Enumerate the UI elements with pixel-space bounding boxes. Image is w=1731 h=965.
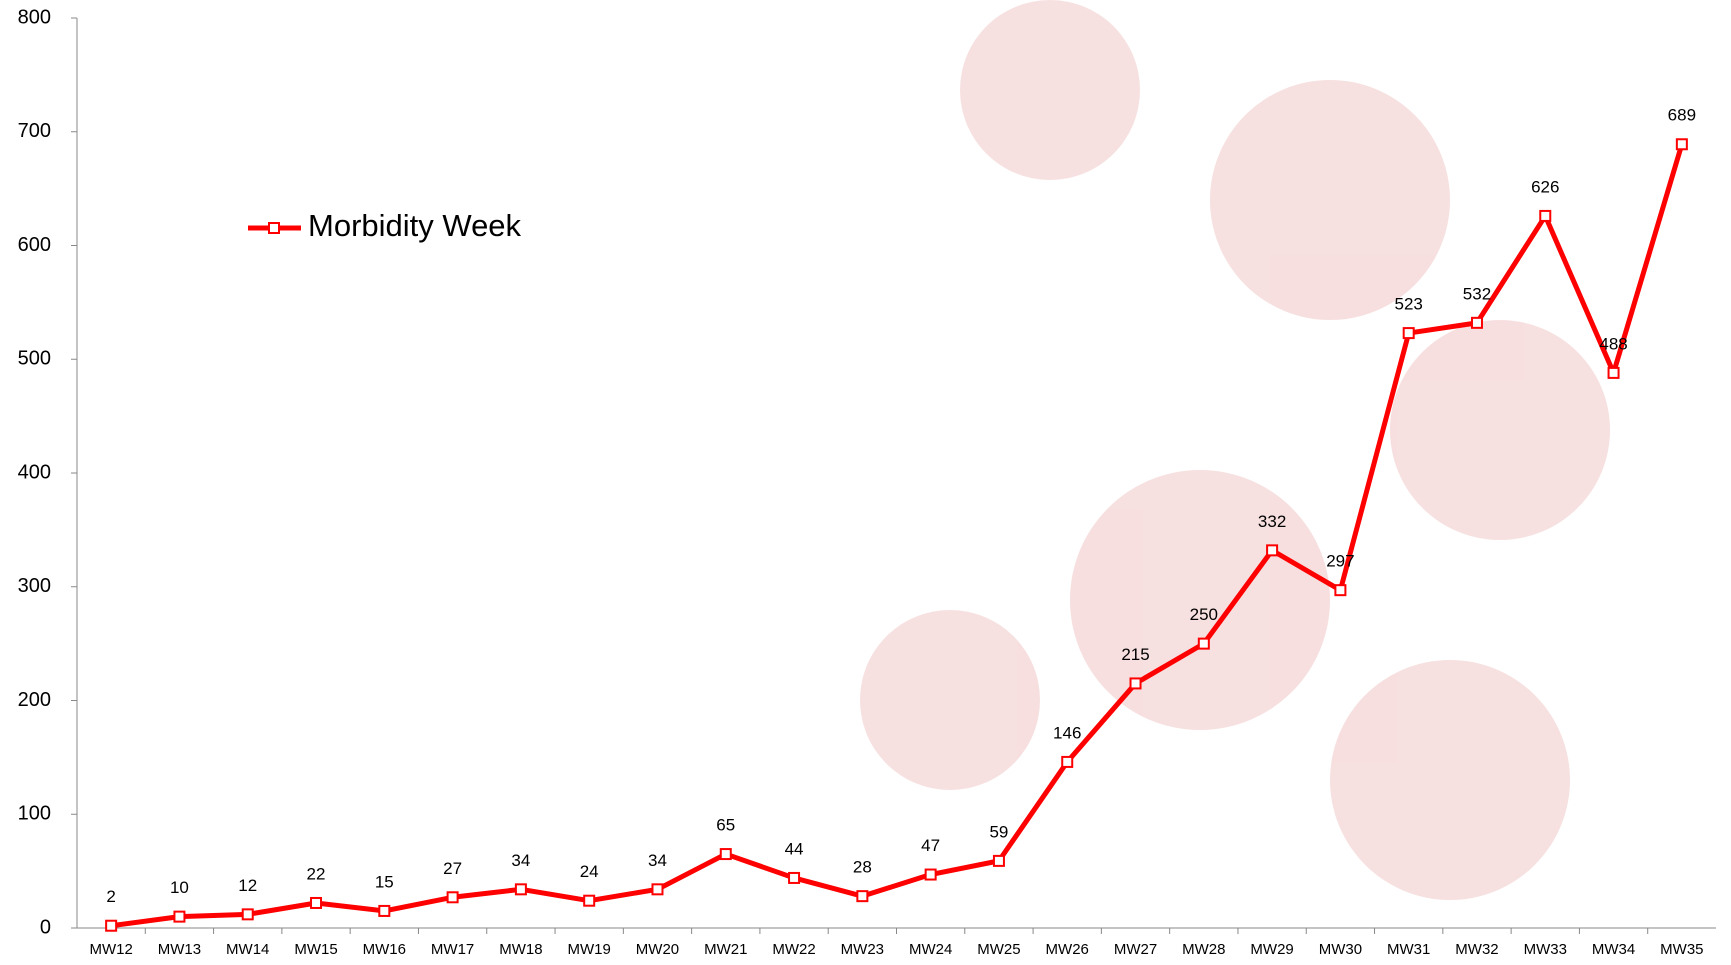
- y-tick-label: 100: [18, 803, 51, 825]
- x-tick-label: MW26: [1046, 941, 1089, 958]
- marker: [1334, 584, 1347, 597]
- x-tick-label: MW31: [1387, 941, 1430, 958]
- marker: [583, 894, 596, 907]
- legend-label: Morbidity Week: [308, 208, 522, 243]
- y-tick-label: 400: [18, 461, 51, 483]
- x-tick-label: MW20: [636, 941, 679, 958]
- data-label: 297: [1326, 552, 1354, 571]
- marker: [1129, 677, 1142, 690]
- background-decoration: [860, 0, 1610, 900]
- y-tick-label: 0: [40, 916, 51, 938]
- x-tick-label: MW13: [158, 941, 201, 958]
- data-label: 2: [106, 887, 115, 906]
- x-tick-label: MW27: [1114, 941, 1157, 958]
- x-tick-label: MW16: [363, 941, 406, 958]
- data-label: 488: [1599, 334, 1627, 353]
- data-label: 626: [1531, 177, 1559, 196]
- x-tick-label: MW19: [568, 941, 611, 958]
- x-tick-label: MW14: [226, 941, 269, 958]
- x-tick-label: MW28: [1182, 941, 1225, 958]
- data-label: 44: [785, 839, 804, 858]
- marker: [1470, 316, 1483, 329]
- data-label: 59: [989, 822, 1008, 841]
- x-tick-label: MW25: [977, 941, 1020, 958]
- marker: [1061, 755, 1074, 768]
- marker: [719, 848, 732, 861]
- data-label: 34: [511, 851, 530, 870]
- x-tick-label: MW17: [431, 941, 474, 958]
- data-label: 22: [307, 864, 326, 883]
- data-label: 28: [853, 858, 872, 877]
- x-tick-label: MW15: [294, 941, 337, 958]
- marker: [1607, 366, 1620, 379]
- marker: [1539, 209, 1552, 222]
- marker: [105, 919, 118, 932]
- x-tick-label: MW32: [1455, 941, 1498, 958]
- data-label: 332: [1258, 512, 1286, 531]
- marker: [1197, 637, 1210, 650]
- y-tick-label: 200: [18, 689, 51, 711]
- y-tick-label: 700: [18, 120, 51, 142]
- data-label: 10: [170, 878, 189, 897]
- marker: [1402, 327, 1415, 340]
- x-tick-label: MW21: [704, 941, 747, 958]
- x-tick-label: MW33: [1524, 941, 1567, 958]
- y-tick-label: 500: [18, 348, 51, 370]
- marker: [924, 868, 937, 881]
- marker: [173, 910, 186, 923]
- marker: [992, 854, 1005, 867]
- y-tick-label: 600: [18, 234, 51, 256]
- data-label: 689: [1668, 106, 1696, 125]
- data-label: 47: [921, 836, 940, 855]
- x-tick-label: MW22: [772, 941, 815, 958]
- data-label: 15: [375, 872, 394, 891]
- marker: [788, 871, 801, 884]
- data-label: 65: [716, 816, 735, 835]
- marker: [1675, 138, 1688, 151]
- x-tick-label: MW35: [1660, 941, 1703, 958]
- marker: [651, 883, 664, 896]
- x-tick-label: MW18: [499, 941, 542, 958]
- data-label: 34: [648, 851, 667, 870]
- data-label: 523: [1395, 295, 1423, 314]
- marker: [241, 908, 254, 921]
- x-tick-label: MW30: [1319, 941, 1362, 958]
- data-label: 215: [1121, 645, 1149, 664]
- line: [110, 143, 1685, 929]
- data-label: 12: [238, 876, 257, 895]
- marker: [378, 904, 391, 917]
- y-tick-label: 800: [18, 6, 51, 28]
- data-label: 250: [1190, 605, 1218, 624]
- marker: [446, 891, 459, 904]
- x-tick-label: MW34: [1592, 941, 1635, 958]
- x-tick-label: MW29: [1250, 941, 1293, 958]
- data-label: 24: [580, 862, 599, 881]
- marker: [514, 883, 527, 896]
- x-tick-label: MW12: [89, 941, 132, 958]
- marker: [856, 890, 869, 903]
- x-tick-label: MW24: [909, 941, 952, 958]
- y-tick-label: 300: [18, 575, 51, 597]
- data-label: 27: [443, 859, 462, 878]
- data-label: 532: [1463, 284, 1491, 303]
- legend-marker: [268, 222, 280, 234]
- marker: [310, 896, 323, 909]
- x-tick-label: MW23: [841, 941, 884, 958]
- marker: [1266, 544, 1279, 557]
- data-label: 146: [1053, 723, 1081, 742]
